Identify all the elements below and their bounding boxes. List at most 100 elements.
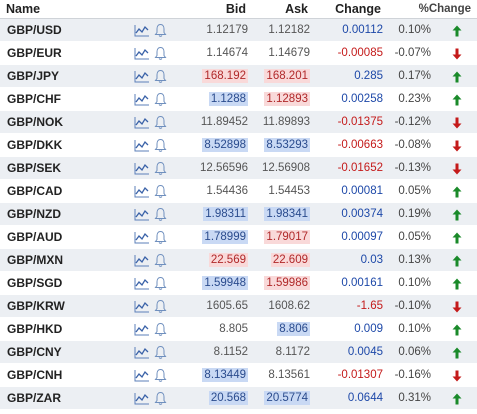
pair-name[interactable]: GBP/AUD <box>0 225 132 249</box>
row-tools <box>132 271 192 295</box>
chart-icon[interactable] <box>134 392 150 405</box>
chart-icon[interactable] <box>134 254 150 267</box>
table-row[interactable]: GBP/NZD 1.98311 1.98341 0.00374 0.19% <box>0 202 477 226</box>
pair-name-text[interactable]: GBP/CNY <box>7 345 62 359</box>
table-row[interactable]: GBP/CHF 1.1288 1.12893 0.00258 0.23% <box>0 87 477 111</box>
bid-value: 1605.65 <box>206 300 248 312</box>
pair-name-text[interactable]: GBP/USD <box>7 23 62 37</box>
pair-name[interactable]: GBP/ZAR <box>0 386 132 410</box>
pair-name[interactable]: GBP/KRW <box>0 294 132 318</box>
bell-icon[interactable] <box>154 253 167 268</box>
table-row[interactable]: GBP/NOK 11.89452 11.89893 -0.01375 -0.12% <box>0 110 477 134</box>
pair-name[interactable]: GBP/EUR <box>0 41 132 65</box>
chart-icon[interactable] <box>134 70 150 83</box>
arrow-up-icon <box>452 25 462 37</box>
bell-icon[interactable] <box>154 184 167 199</box>
table-row[interactable]: GBP/AUD 1.78999 1.79017 0.00097 0.05% <box>0 225 477 249</box>
pair-name[interactable]: GBP/SEK <box>0 156 132 180</box>
chart-icon[interactable] <box>134 24 150 37</box>
table-row[interactable]: GBP/MXN 22.569 22.609 0.03 0.13% <box>0 248 477 272</box>
header-pct-change[interactable]: %Change <box>387 0 477 19</box>
bell-icon[interactable] <box>154 161 167 176</box>
pair-name-text[interactable]: GBP/AUD <box>7 230 63 244</box>
pair-name[interactable]: GBP/NZD <box>0 202 132 226</box>
bell-icon[interactable] <box>154 391 167 406</box>
pair-name[interactable]: GBP/DKK <box>0 133 132 157</box>
pair-name[interactable]: GBP/CAD <box>0 179 132 203</box>
pair-name[interactable]: GBP/HKD <box>0 317 132 341</box>
pair-name[interactable]: GBP/SGD <box>0 271 132 295</box>
pair-name-text[interactable]: GBP/HKD <box>7 322 63 336</box>
row-tools <box>132 317 192 341</box>
bell-icon[interactable] <box>154 69 167 84</box>
chart-icon[interactable] <box>134 346 150 359</box>
pair-name-text[interactable]: GBP/NZD <box>7 207 61 221</box>
pair-name[interactable]: GBP/CNH <box>0 363 132 387</box>
table-row[interactable]: GBP/EUR 1.14674 1.14679 -0.00085 -0.07% <box>0 41 477 65</box>
table-row[interactable]: GBP/CAD 1.54436 1.54453 0.00081 0.05% <box>0 179 477 203</box>
pair-name[interactable]: GBP/JPY <box>0 64 132 88</box>
chart-icon[interactable] <box>134 300 150 313</box>
chart-icon[interactable] <box>134 185 150 198</box>
pct-change-value: 0.23% <box>387 87 437 111</box>
bell-icon[interactable] <box>154 276 167 291</box>
chart-icon[interactable] <box>134 369 150 382</box>
table-row[interactable]: GBP/CNH 8.13449 8.13561 -0.01307 -0.16% <box>0 363 477 387</box>
table-row[interactable]: GBP/DKK 8.52898 8.53293 -0.00663 -0.08% <box>0 133 477 157</box>
pair-name-text[interactable]: GBP/CNH <box>7 368 63 382</box>
bell-icon[interactable] <box>154 23 167 38</box>
pair-name-text[interactable]: GBP/CHF <box>7 92 61 106</box>
table-row[interactable]: GBP/SGD 1.59948 1.59986 0.00161 0.10% <box>0 271 477 295</box>
table-row[interactable]: GBP/ZAR 20.568 20.5774 0.0644 0.31% <box>0 386 477 410</box>
pair-name[interactable]: GBP/MXN <box>0 248 132 272</box>
pair-name-text[interactable]: GBP/JPY <box>7 69 60 83</box>
bell-icon[interactable] <box>154 115 167 130</box>
bell-icon[interactable] <box>154 345 167 360</box>
header-name[interactable]: Name <box>0 0 132 19</box>
table-row[interactable]: GBP/SEK 12.56596 12.56908 -0.01652 -0.13% <box>0 156 477 180</box>
header-change[interactable]: Change <box>314 0 387 19</box>
ask-cell: 8.806 <box>252 317 314 341</box>
bell-icon[interactable] <box>154 230 167 245</box>
ask-cell: 1.59986 <box>252 271 314 295</box>
bell-icon[interactable] <box>154 368 167 383</box>
pair-name-text[interactable]: GBP/CAD <box>7 184 63 198</box>
table-row[interactable]: GBP/HKD 8.805 8.806 0.009 0.10% <box>0 317 477 341</box>
header-ask[interactable]: Ask <box>252 0 314 19</box>
bell-icon[interactable] <box>154 138 167 153</box>
chart-icon[interactable] <box>134 208 150 221</box>
pair-name[interactable]: GBP/NOK <box>0 110 132 134</box>
change-value: 0.00161 <box>314 271 387 295</box>
bell-icon[interactable] <box>154 207 167 222</box>
bell-icon[interactable] <box>154 92 167 107</box>
pair-name-text[interactable]: GBP/KRW <box>7 299 65 313</box>
bell-icon[interactable] <box>154 322 167 337</box>
chart-icon[interactable] <box>134 277 150 290</box>
chart-icon[interactable] <box>134 323 150 336</box>
table-row[interactable]: GBP/KRW 1605.65 1608.62 -1.65 -0.10% <box>0 294 477 318</box>
pair-name-text[interactable]: GBP/MXN <box>7 253 64 267</box>
pair-name[interactable]: GBP/CNY <box>0 340 132 364</box>
chart-icon[interactable] <box>134 139 150 152</box>
chart-icon[interactable] <box>134 116 150 129</box>
header-bid[interactable]: Bid <box>192 0 252 19</box>
chart-icon[interactable] <box>134 47 150 60</box>
chart-icon[interactable] <box>134 93 150 106</box>
chart-icon[interactable] <box>134 231 150 244</box>
change-value: -0.01652 <box>314 156 387 180</box>
pair-name-text[interactable]: GBP/ZAR <box>7 391 61 405</box>
pair-name[interactable]: GBP/CHF <box>0 87 132 111</box>
pair-name-text[interactable]: GBP/NOK <box>7 115 64 129</box>
pair-name-text[interactable]: GBP/DKK <box>7 138 63 152</box>
chart-icon[interactable] <box>134 162 150 175</box>
bell-icon[interactable] <box>154 299 167 314</box>
pair-name-text[interactable]: GBP/SEK <box>7 161 62 175</box>
table-row[interactable]: GBP/JPY 168.192 168.201 0.285 0.17% <box>0 64 477 88</box>
pct-change-value: 0.05% <box>387 225 437 249</box>
bell-icon[interactable] <box>154 46 167 61</box>
table-row[interactable]: GBP/CNY 8.1152 8.1172 0.0045 0.06% <box>0 340 477 364</box>
table-row[interactable]: GBP/USD 1.12179 1.12182 0.00112 0.10% <box>0 18 477 42</box>
pair-name[interactable]: GBP/USD <box>0 18 132 42</box>
pair-name-text[interactable]: GBP/EUR <box>7 46 62 60</box>
pair-name-text[interactable]: GBP/SGD <box>7 276 63 290</box>
